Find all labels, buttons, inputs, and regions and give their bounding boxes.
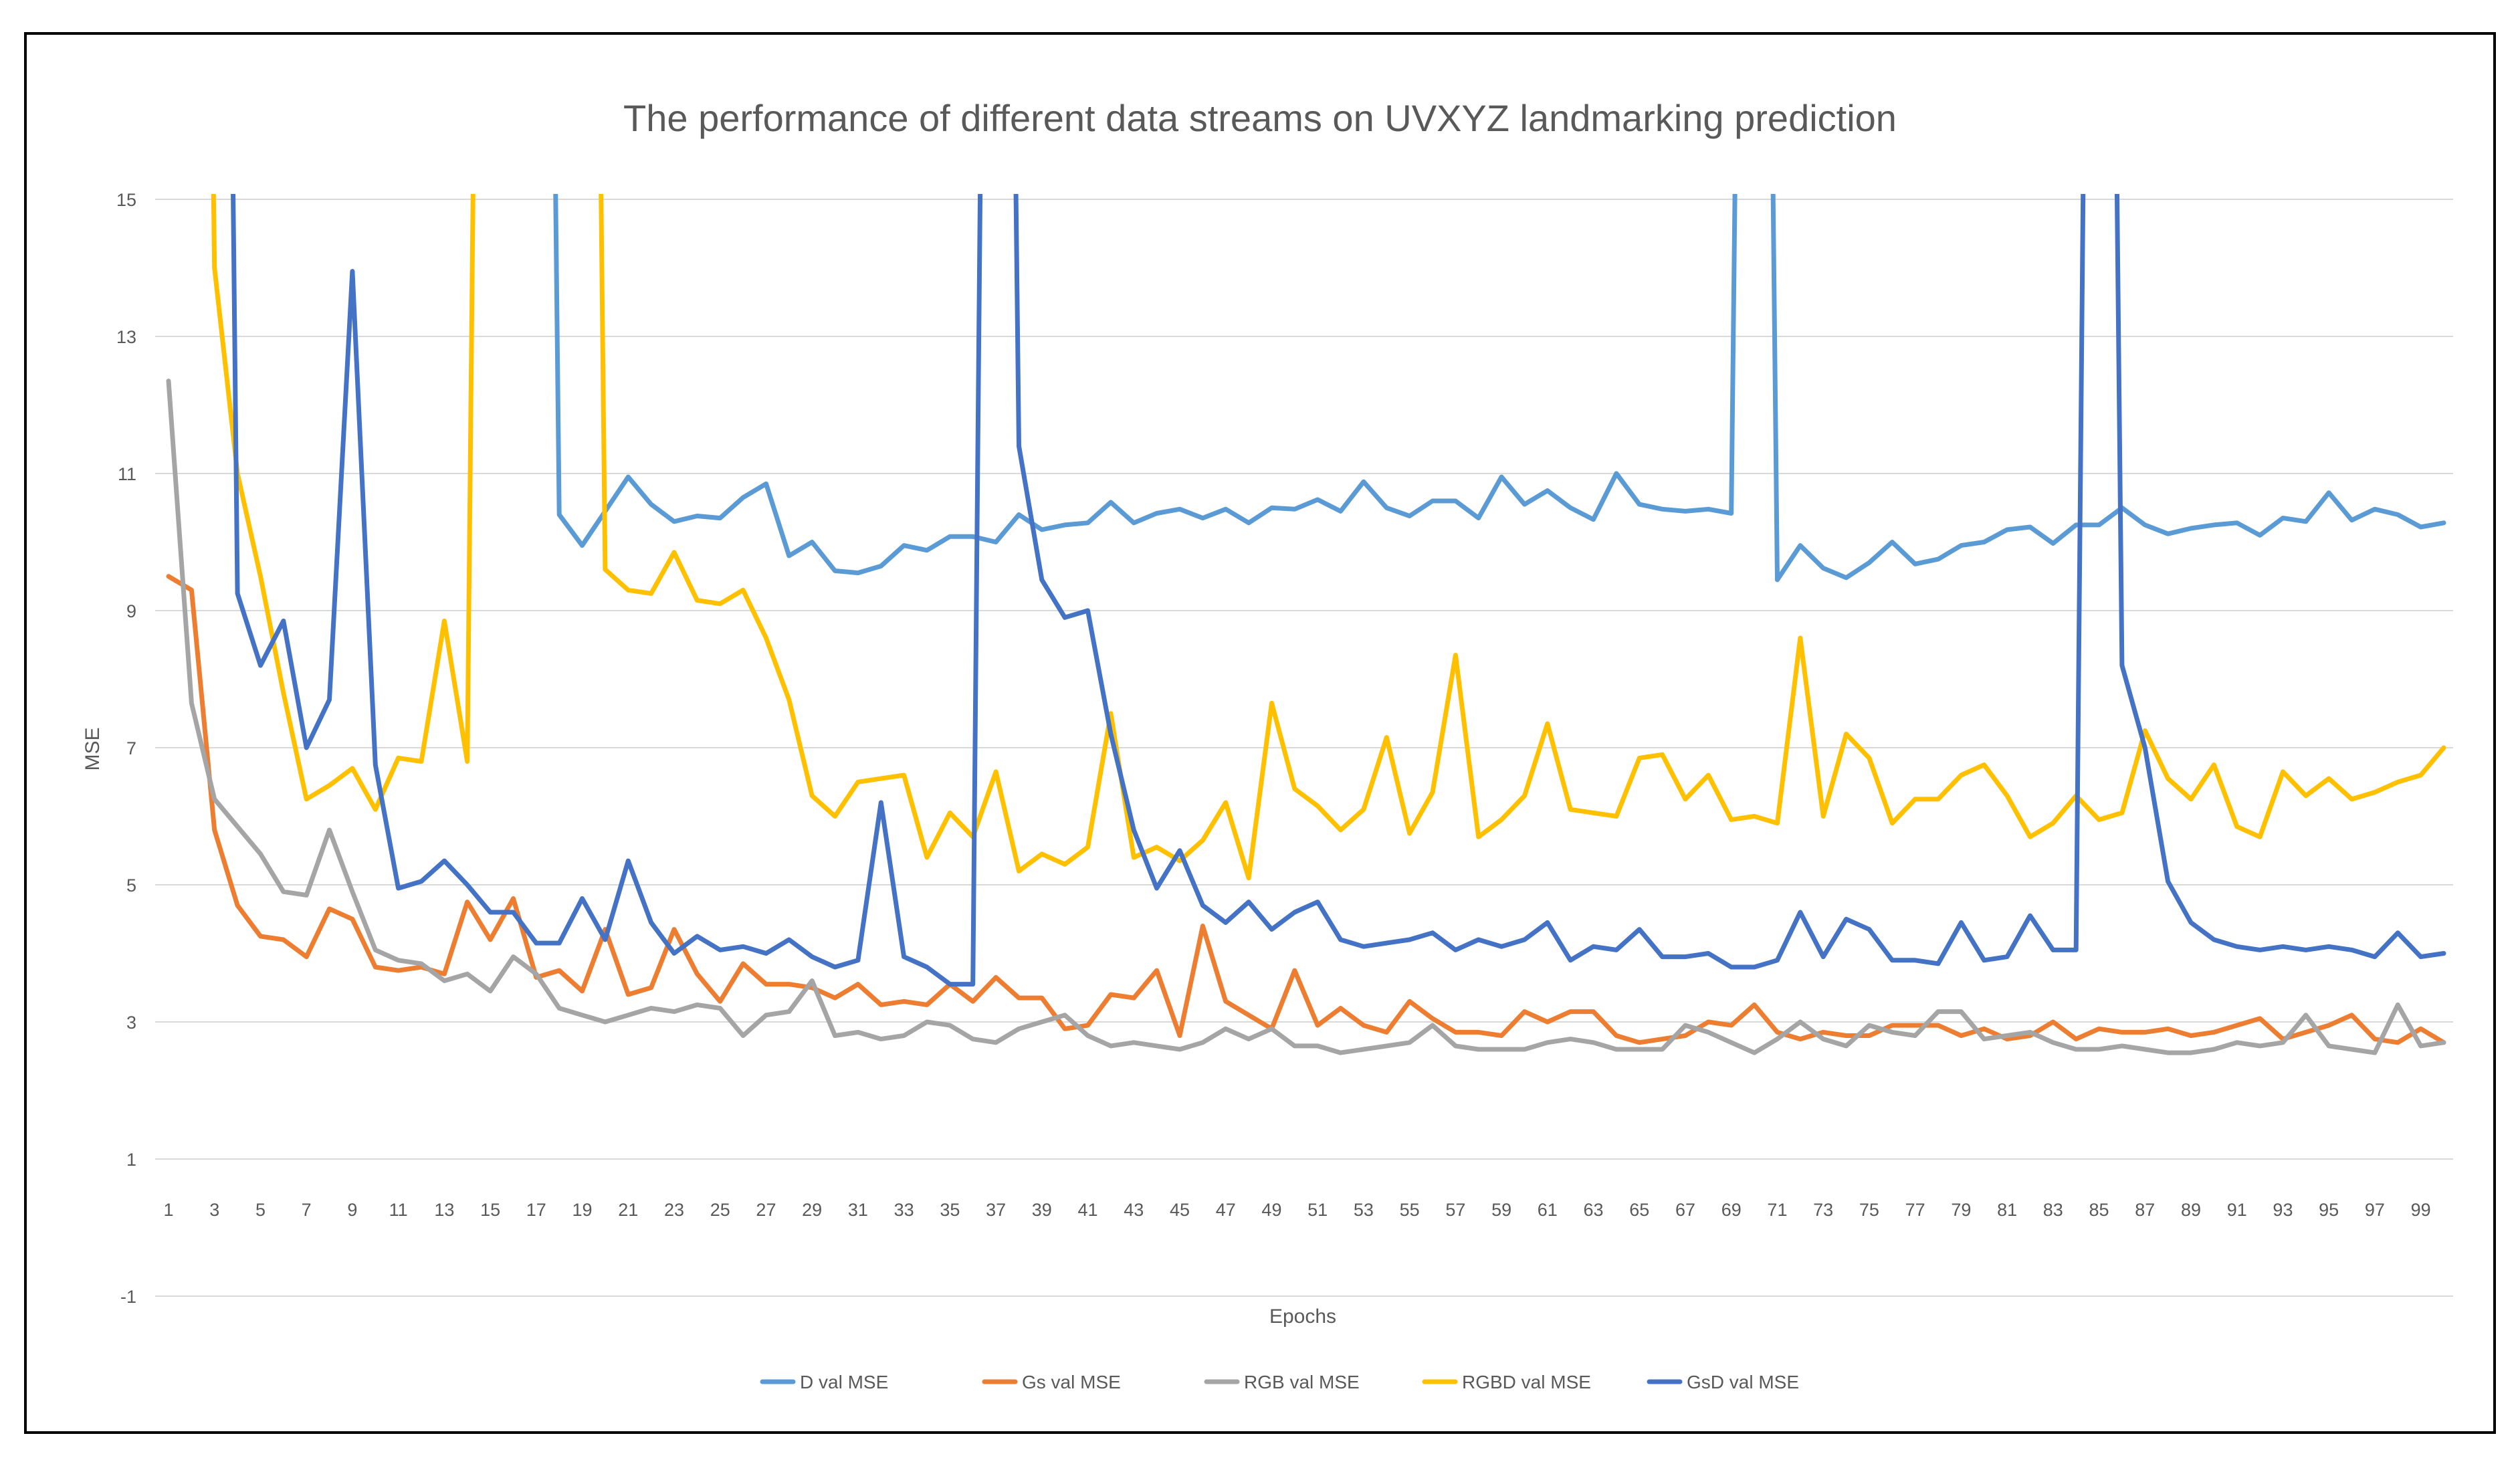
x-tick-label: 35 bbox=[940, 1200, 960, 1220]
x-tick-label: 89 bbox=[2181, 1200, 2201, 1220]
x-tick-label: 17 bbox=[526, 1200, 546, 1220]
x-tick-label: 47 bbox=[1216, 1200, 1236, 1220]
x-tick-label: 81 bbox=[1997, 1200, 2017, 1220]
y-tick-label: 5 bbox=[126, 875, 136, 896]
y-tick-label: 11 bbox=[118, 464, 136, 484]
y-tick-label: 9 bbox=[126, 601, 136, 621]
gridlines bbox=[155, 199, 2453, 1297]
series-line-gs-val-mse bbox=[166, 574, 2446, 1045]
y-tick-label: 1 bbox=[126, 1150, 136, 1170]
x-tick-label: 73 bbox=[1813, 1200, 1833, 1220]
legend-label: RGB val MSE bbox=[1244, 1372, 1360, 1392]
legend-label: Gs val MSE bbox=[1022, 1372, 1121, 1392]
x-axis-ticks: 1 3 5 7 9 11 13 15 17 19 21 23 25 27 29 31 33 35 37 39 41 43 4… bbox=[163, 1200, 2430, 1220]
x-tick-label: 75 bbox=[1859, 1200, 1879, 1220]
x-tick-label: 93 bbox=[2273, 1200, 2293, 1220]
legend: D val MSE Gs val MSE RGB val MSE RGBD val M… bbox=[760, 1372, 1799, 1392]
x-tick-label: 57 bbox=[1445, 1200, 1465, 1220]
x-tick-label: 1 bbox=[163, 1200, 173, 1220]
x-tick-label: 37 bbox=[986, 1200, 1006, 1220]
x-tick-label: 79 bbox=[1951, 1200, 1971, 1220]
legend-label: RGBD val MSE bbox=[1462, 1372, 1591, 1392]
x-tick-label: 9 bbox=[347, 1200, 357, 1220]
y-tick-label: 3 bbox=[126, 1013, 136, 1033]
x-tick-label: 19 bbox=[572, 1200, 593, 1220]
x-axis-title: Epochs bbox=[1269, 1305, 1336, 1328]
x-tick-label: 39 bbox=[1032, 1200, 1052, 1220]
y-tick-label: 13 bbox=[116, 327, 136, 347]
x-tick-label: 31 bbox=[848, 1200, 868, 1220]
x-tick-label: 83 bbox=[2043, 1200, 2063, 1220]
legend-label: GsD val MSE bbox=[1687, 1372, 1799, 1392]
y-tick-label: -1 bbox=[120, 1287, 136, 1307]
x-tick-label: 5 bbox=[255, 1200, 266, 1220]
x-tick-label: 63 bbox=[1584, 1200, 1604, 1220]
x-tick-label: 65 bbox=[1629, 1200, 1649, 1220]
x-tick-label: 99 bbox=[2411, 1200, 2431, 1220]
x-tick-label: 51 bbox=[1307, 1200, 1328, 1220]
x-tick-label: 7 bbox=[302, 1200, 312, 1220]
x-tick-label: 11 bbox=[389, 1200, 408, 1220]
x-tick-label: 71 bbox=[1767, 1200, 1787, 1220]
series-line-gsd-val-mse bbox=[231, 194, 2446, 987]
x-tick-label: 59 bbox=[1491, 1200, 1511, 1220]
x-tick-label: 13 bbox=[434, 1200, 454, 1220]
x-tick-label: 69 bbox=[1721, 1200, 1742, 1220]
x-tick-label: 29 bbox=[802, 1200, 822, 1220]
y-tick-label: 7 bbox=[126, 738, 136, 758]
x-tick-label: 25 bbox=[710, 1200, 730, 1220]
legend-label: D val MSE bbox=[800, 1372, 888, 1392]
x-tick-label: 67 bbox=[1675, 1200, 1695, 1220]
x-tick-label: 55 bbox=[1400, 1200, 1420, 1220]
x-tick-label: 15 bbox=[480, 1200, 500, 1220]
x-tick-label: 61 bbox=[1538, 1200, 1558, 1220]
x-tick-label: 43 bbox=[1124, 1200, 1144, 1220]
series-line-rgb-val-mse bbox=[166, 379, 2446, 1055]
x-tick-label: 33 bbox=[894, 1200, 914, 1220]
y-tick-label: 15 bbox=[116, 190, 136, 210]
x-tick-label: 41 bbox=[1078, 1200, 1098, 1220]
x-tick-label: 95 bbox=[2319, 1200, 2339, 1220]
series-line-d-val-mse bbox=[553, 194, 2446, 583]
x-tick-label: 27 bbox=[756, 1200, 776, 1220]
x-tick-label: 45 bbox=[1170, 1200, 1190, 1220]
x-tick-label: 77 bbox=[1905, 1200, 1925, 1220]
y-axis-title: MSE bbox=[82, 727, 104, 770]
x-tick-label: 21 bbox=[618, 1200, 638, 1220]
x-tick-label: 85 bbox=[2089, 1200, 2109, 1220]
x-tick-label: 49 bbox=[1261, 1200, 1281, 1220]
chart-title: The performance of different data stream… bbox=[623, 97, 1897, 139]
x-tick-label: 91 bbox=[2227, 1200, 2247, 1220]
x-tick-label: 23 bbox=[664, 1200, 684, 1220]
x-tick-label: 53 bbox=[1354, 1200, 1374, 1220]
x-tick-label: 97 bbox=[2365, 1200, 2385, 1220]
x-tick-label: 87 bbox=[2135, 1200, 2155, 1220]
x-tick-label: 3 bbox=[209, 1200, 219, 1220]
series-line-rgbd-val-mse bbox=[211, 194, 2446, 881]
series-lines bbox=[166, 194, 2446, 1055]
